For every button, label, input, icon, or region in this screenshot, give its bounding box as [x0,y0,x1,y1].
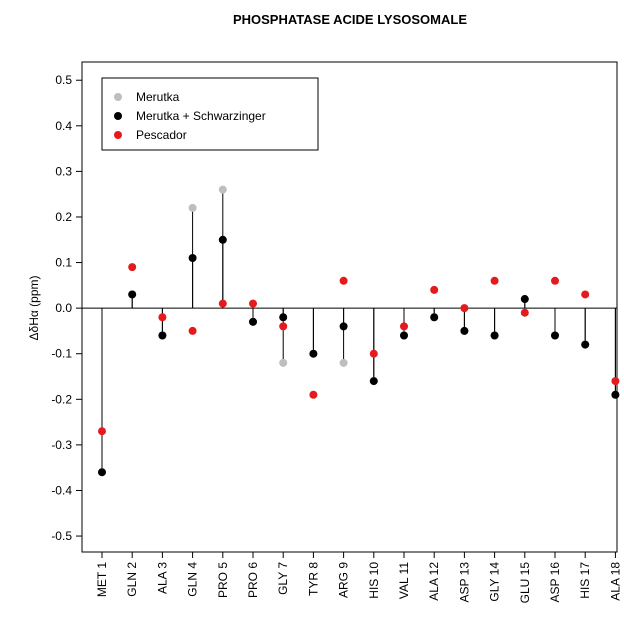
point [400,331,408,340]
point [520,308,529,317]
y-tick-label: -0.5 [51,529,72,543]
y-tick-label: -0.3 [51,438,72,452]
chart-title: PHOSPHATASE ACIDE LYSOSOMALE [233,12,467,27]
y-tick-label: 0.0 [55,301,72,315]
legend-label: Pescador [136,128,187,142]
legend-marker [114,131,122,139]
point [249,299,257,308]
point [98,468,106,477]
point [490,331,499,340]
y-tick-label: 0.1 [55,256,72,270]
point [188,254,197,262]
point [430,313,439,322]
legend-box [101,77,319,151]
x-tick-label: GLY 7 [276,562,290,595]
point [128,290,137,299]
point [339,358,348,367]
point [520,295,529,304]
point [218,235,227,244]
point [369,377,378,386]
legend-label: Merutka + Schwarzinger [136,109,266,123]
point [279,358,288,367]
y-tick-label: 0.2 [55,210,72,224]
point [188,326,197,335]
point [611,390,620,399]
x-tick-label: GLY 14 [488,562,502,602]
point [128,263,137,272]
point [551,331,559,340]
x-tick-label: ALA 18 [608,562,622,601]
point [460,304,469,313]
x-tick-label: TYR 8 [306,562,320,596]
point [188,203,197,212]
x-tick-label: HIS 17 [578,562,592,599]
point [400,322,408,331]
point [430,285,439,294]
plot-frame [81,61,618,553]
legend-marker [114,112,122,120]
x-tick-label: PRO 5 [216,562,230,598]
x-tick-label: ALA 3 [155,562,169,594]
y-tick-label: 0.5 [55,73,72,87]
legend-marker [114,93,122,101]
point [158,313,167,322]
x-tick-label: VAL 11 [397,562,411,599]
x-tick-label: ALA 12 [427,562,441,601]
point [279,322,288,331]
point [309,349,318,358]
y-tick-label: 0.4 [55,119,72,133]
point [98,427,106,436]
point [581,340,590,349]
point [249,317,257,326]
x-tick-label: GLN 4 [186,562,200,597]
point [369,349,378,358]
point [551,276,559,285]
x-tick-label: MET 1 [95,562,109,597]
x-tick-label: PRO 6 [246,562,260,598]
x-tick-label: ARG 9 [337,562,351,598]
x-tick-label: GLU 15 [518,562,532,604]
legend-label: Merutka [136,90,180,104]
y-tick-label: -0.4 [51,483,72,497]
y-tick-label: 0.3 [55,164,72,178]
point [218,185,227,194]
x-tick-label: ASP 13 [457,562,471,603]
point [158,331,167,340]
point [611,377,620,386]
point [309,390,318,399]
y-axis-label: ΔδHα (ppm) [27,276,41,341]
y-tick-label: -0.1 [51,347,72,361]
point [339,322,348,331]
x-tick-label: GLN 2 [125,562,139,597]
point [581,290,590,299]
point [460,326,469,335]
y-tick-label: -0.2 [51,392,72,406]
x-tick-label: HIS 10 [367,562,381,599]
point [339,276,348,285]
x-tick-label: ASP 16 [548,562,562,603]
point [218,299,227,308]
point [279,313,288,322]
point [490,276,499,285]
